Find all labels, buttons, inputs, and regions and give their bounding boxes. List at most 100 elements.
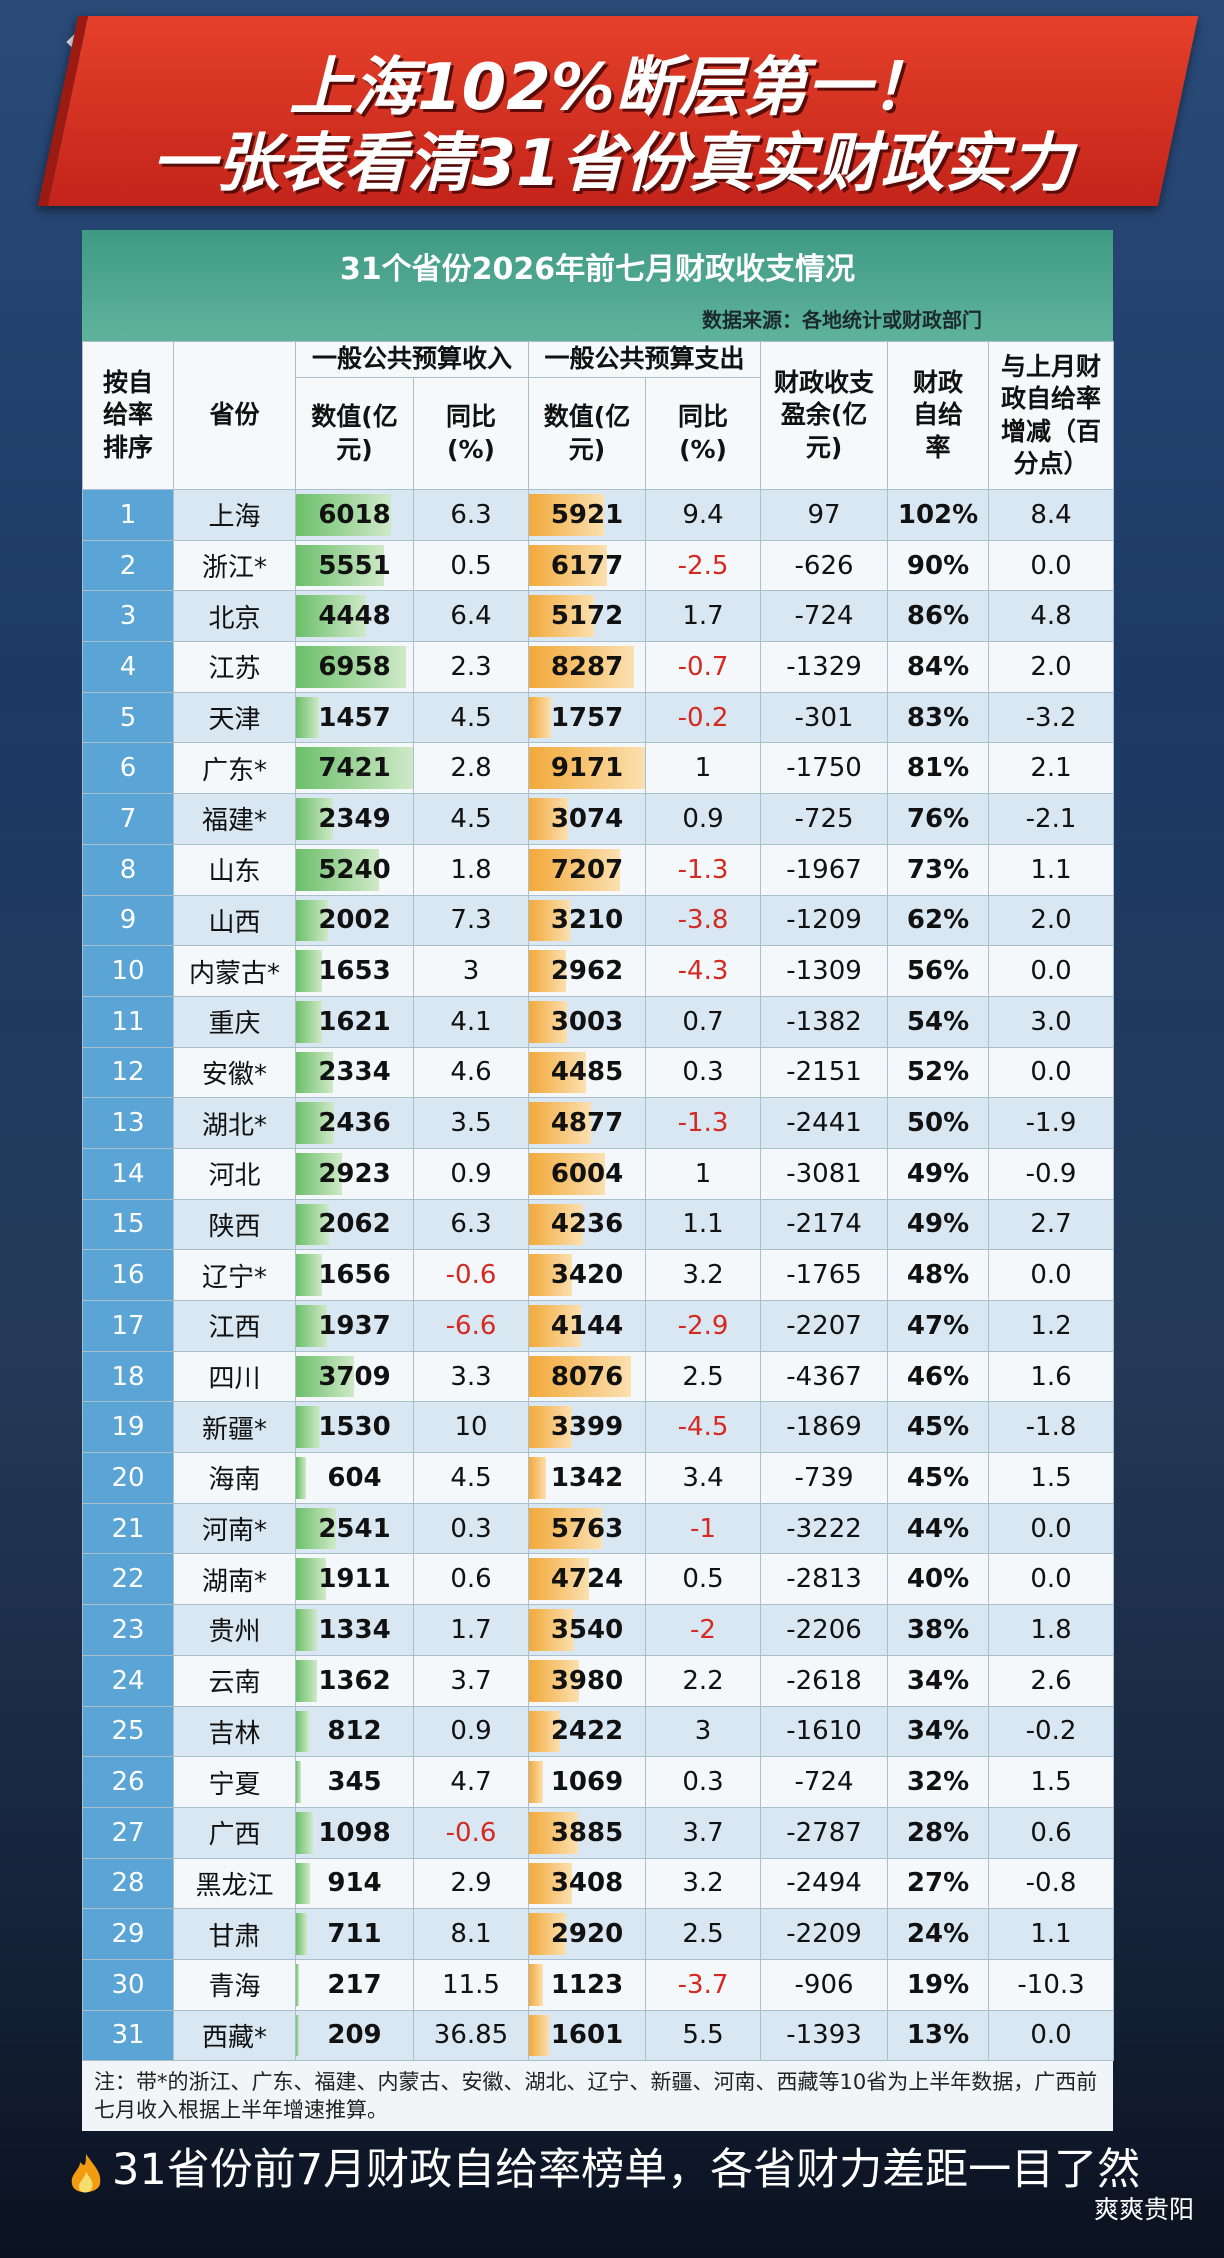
- province: 新疆*: [201, 1414, 267, 1445]
- cell: 217: [295, 1958, 414, 2011]
- expense-yoy: 5.5: [682, 2020, 724, 2051]
- income-yoy: 1.8: [450, 854, 492, 885]
- cell: 0.0: [988, 539, 1115, 592]
- cell: 1.2: [988, 1300, 1115, 1352]
- expense-bar: [529, 544, 608, 587]
- self-sufficiency: 34%: [906, 1716, 970, 1747]
- balance: -2207: [786, 1310, 862, 1341]
- cell: 4.5: [412, 691, 530, 744]
- rank: 10: [111, 956, 145, 987]
- rank: 4: [119, 651, 137, 682]
- cell: -1.3: [645, 1097, 762, 1149]
- income-yoy: 8.1: [450, 1919, 492, 1950]
- expense-yoy: 3.2: [682, 1868, 724, 1899]
- cell: 4: [82, 641, 174, 693]
- province: 安徽*: [201, 1059, 267, 1090]
- expense-value: 1069: [550, 1767, 624, 1798]
- cell: 3.3: [412, 1350, 530, 1403]
- expense-value: 8076: [550, 1361, 624, 1392]
- cell: 0.5: [412, 539, 530, 592]
- monthly-change: 1.6: [1030, 1361, 1072, 1392]
- cell: 20: [82, 1452, 174, 1504]
- cell: 1098: [295, 1806, 414, 1859]
- expense-value: 3003: [550, 1006, 624, 1037]
- income-value: 6958: [318, 651, 391, 682]
- cell: 3.4: [645, 1452, 762, 1504]
- cell: -1869: [760, 1401, 889, 1454]
- cell: 广西: [173, 1806, 296, 1859]
- cell: 73%: [887, 843, 990, 896]
- table-row: 9 山西 2002 7.3 3210 -3.8 -1209 62% 2.0: [82, 894, 1115, 947]
- rank: 13: [111, 1108, 145, 1139]
- table-row: 16 辽宁* 1656 -0.6 3420 3.2 -1765 48% 0.0: [82, 1249, 1115, 1301]
- income-bar: [296, 1913, 308, 1955]
- cell: 9171: [528, 742, 647, 795]
- expense-bar: [529, 494, 604, 536]
- expense-bar: [529, 1305, 582, 1347]
- monthly-change: -0.8: [1025, 1868, 1077, 1899]
- rank: 16: [111, 1260, 145, 1291]
- cell: 1.1: [645, 1198, 762, 1251]
- cell: 13%: [887, 2009, 990, 2062]
- cell: 6: [82, 742, 174, 795]
- group-header: 一般公共预算收入: [294, 341, 530, 378]
- rank: 1: [119, 499, 137, 530]
- table-row: 8 山东 5240 1.8 7207 -1.3 -1967 73% 1.1: [82, 843, 1115, 896]
- cell: -2209: [760, 1908, 889, 1960]
- balance: -2441: [786, 1108, 862, 1139]
- cell: 17: [82, 1300, 174, 1352]
- cell: 102%: [887, 489, 990, 541]
- cell: 北京: [173, 590, 296, 643]
- self-sufficiency: 27%: [906, 1868, 970, 1899]
- province: 陕西: [208, 1211, 261, 1242]
- cell: -0.6: [412, 1806, 530, 1859]
- cell: 4724: [528, 1553, 647, 1606]
- balance: -2618: [786, 1665, 862, 1696]
- province: 内蒙古*: [188, 958, 280, 989]
- column-header: 同比(%): [645, 377, 762, 490]
- self-sufficiency: 34%: [906, 1665, 970, 1696]
- cell: -626: [760, 539, 889, 592]
- balance: -2494: [786, 1868, 862, 1899]
- cell: 8287: [528, 641, 647, 693]
- expense-yoy: 0.3: [682, 1057, 724, 1088]
- income-value: 1653: [318, 956, 391, 987]
- expense-value: 4877: [550, 1108, 624, 1139]
- column-header: 数值(亿元): [528, 377, 647, 490]
- cell: 0.0: [988, 1553, 1115, 1606]
- cell: 4.5: [412, 1452, 530, 1504]
- income-yoy: 4.6: [450, 1057, 492, 1088]
- income-value: 345: [327, 1767, 382, 1798]
- table-row: 12 安徽* 2334 4.6 4485 0.3 -2151 52% 0.0: [82, 1046, 1115, 1099]
- cell: -2151: [760, 1046, 889, 1099]
- expense-value: 9171: [550, 753, 624, 784]
- table-title: 31个省份2026年前七月财政收支情况: [339, 252, 856, 287]
- table-title-band: 31个省份2026年前七月财政收支情况 数据来源：各地统计或财政部门: [82, 230, 1113, 341]
- income-yoy: 6.3: [450, 1209, 492, 1240]
- income-yoy: 3.7: [450, 1665, 492, 1696]
- balance: -2206: [786, 1614, 862, 1645]
- cell: 安徽*: [173, 1046, 296, 1099]
- cell: -3.8: [645, 894, 762, 947]
- expense-yoy: 0.7: [682, 1006, 724, 1037]
- income-value: 711: [327, 1919, 382, 1950]
- cell: -1.9: [988, 1097, 1115, 1149]
- username[interactable]: 爽爽贵阳: [1093, 2195, 1194, 2224]
- cell: 1334: [295, 1604, 414, 1656]
- cell: 45%: [887, 1401, 990, 1454]
- cell: 1.1: [988, 843, 1115, 896]
- income-yoy: 4.5: [450, 1462, 492, 1493]
- rank: 18: [111, 1361, 145, 1392]
- cell: -0.8: [988, 1857, 1115, 1910]
- cell: 8: [82, 843, 174, 896]
- cell: 0.3: [645, 1756, 762, 1808]
- cell: -724: [760, 1756, 889, 1808]
- cell: 1362: [295, 1654, 414, 1707]
- cell: 11.5: [412, 1958, 530, 2011]
- cell: 44%: [887, 1502, 990, 1555]
- cell: 13: [82, 1097, 174, 1149]
- balance: -1209: [786, 905, 862, 936]
- table-row: 24 云南 1362 3.7 3980 2.2 -2618 34% 2.6: [82, 1654, 1115, 1707]
- province: 天津: [208, 705, 261, 736]
